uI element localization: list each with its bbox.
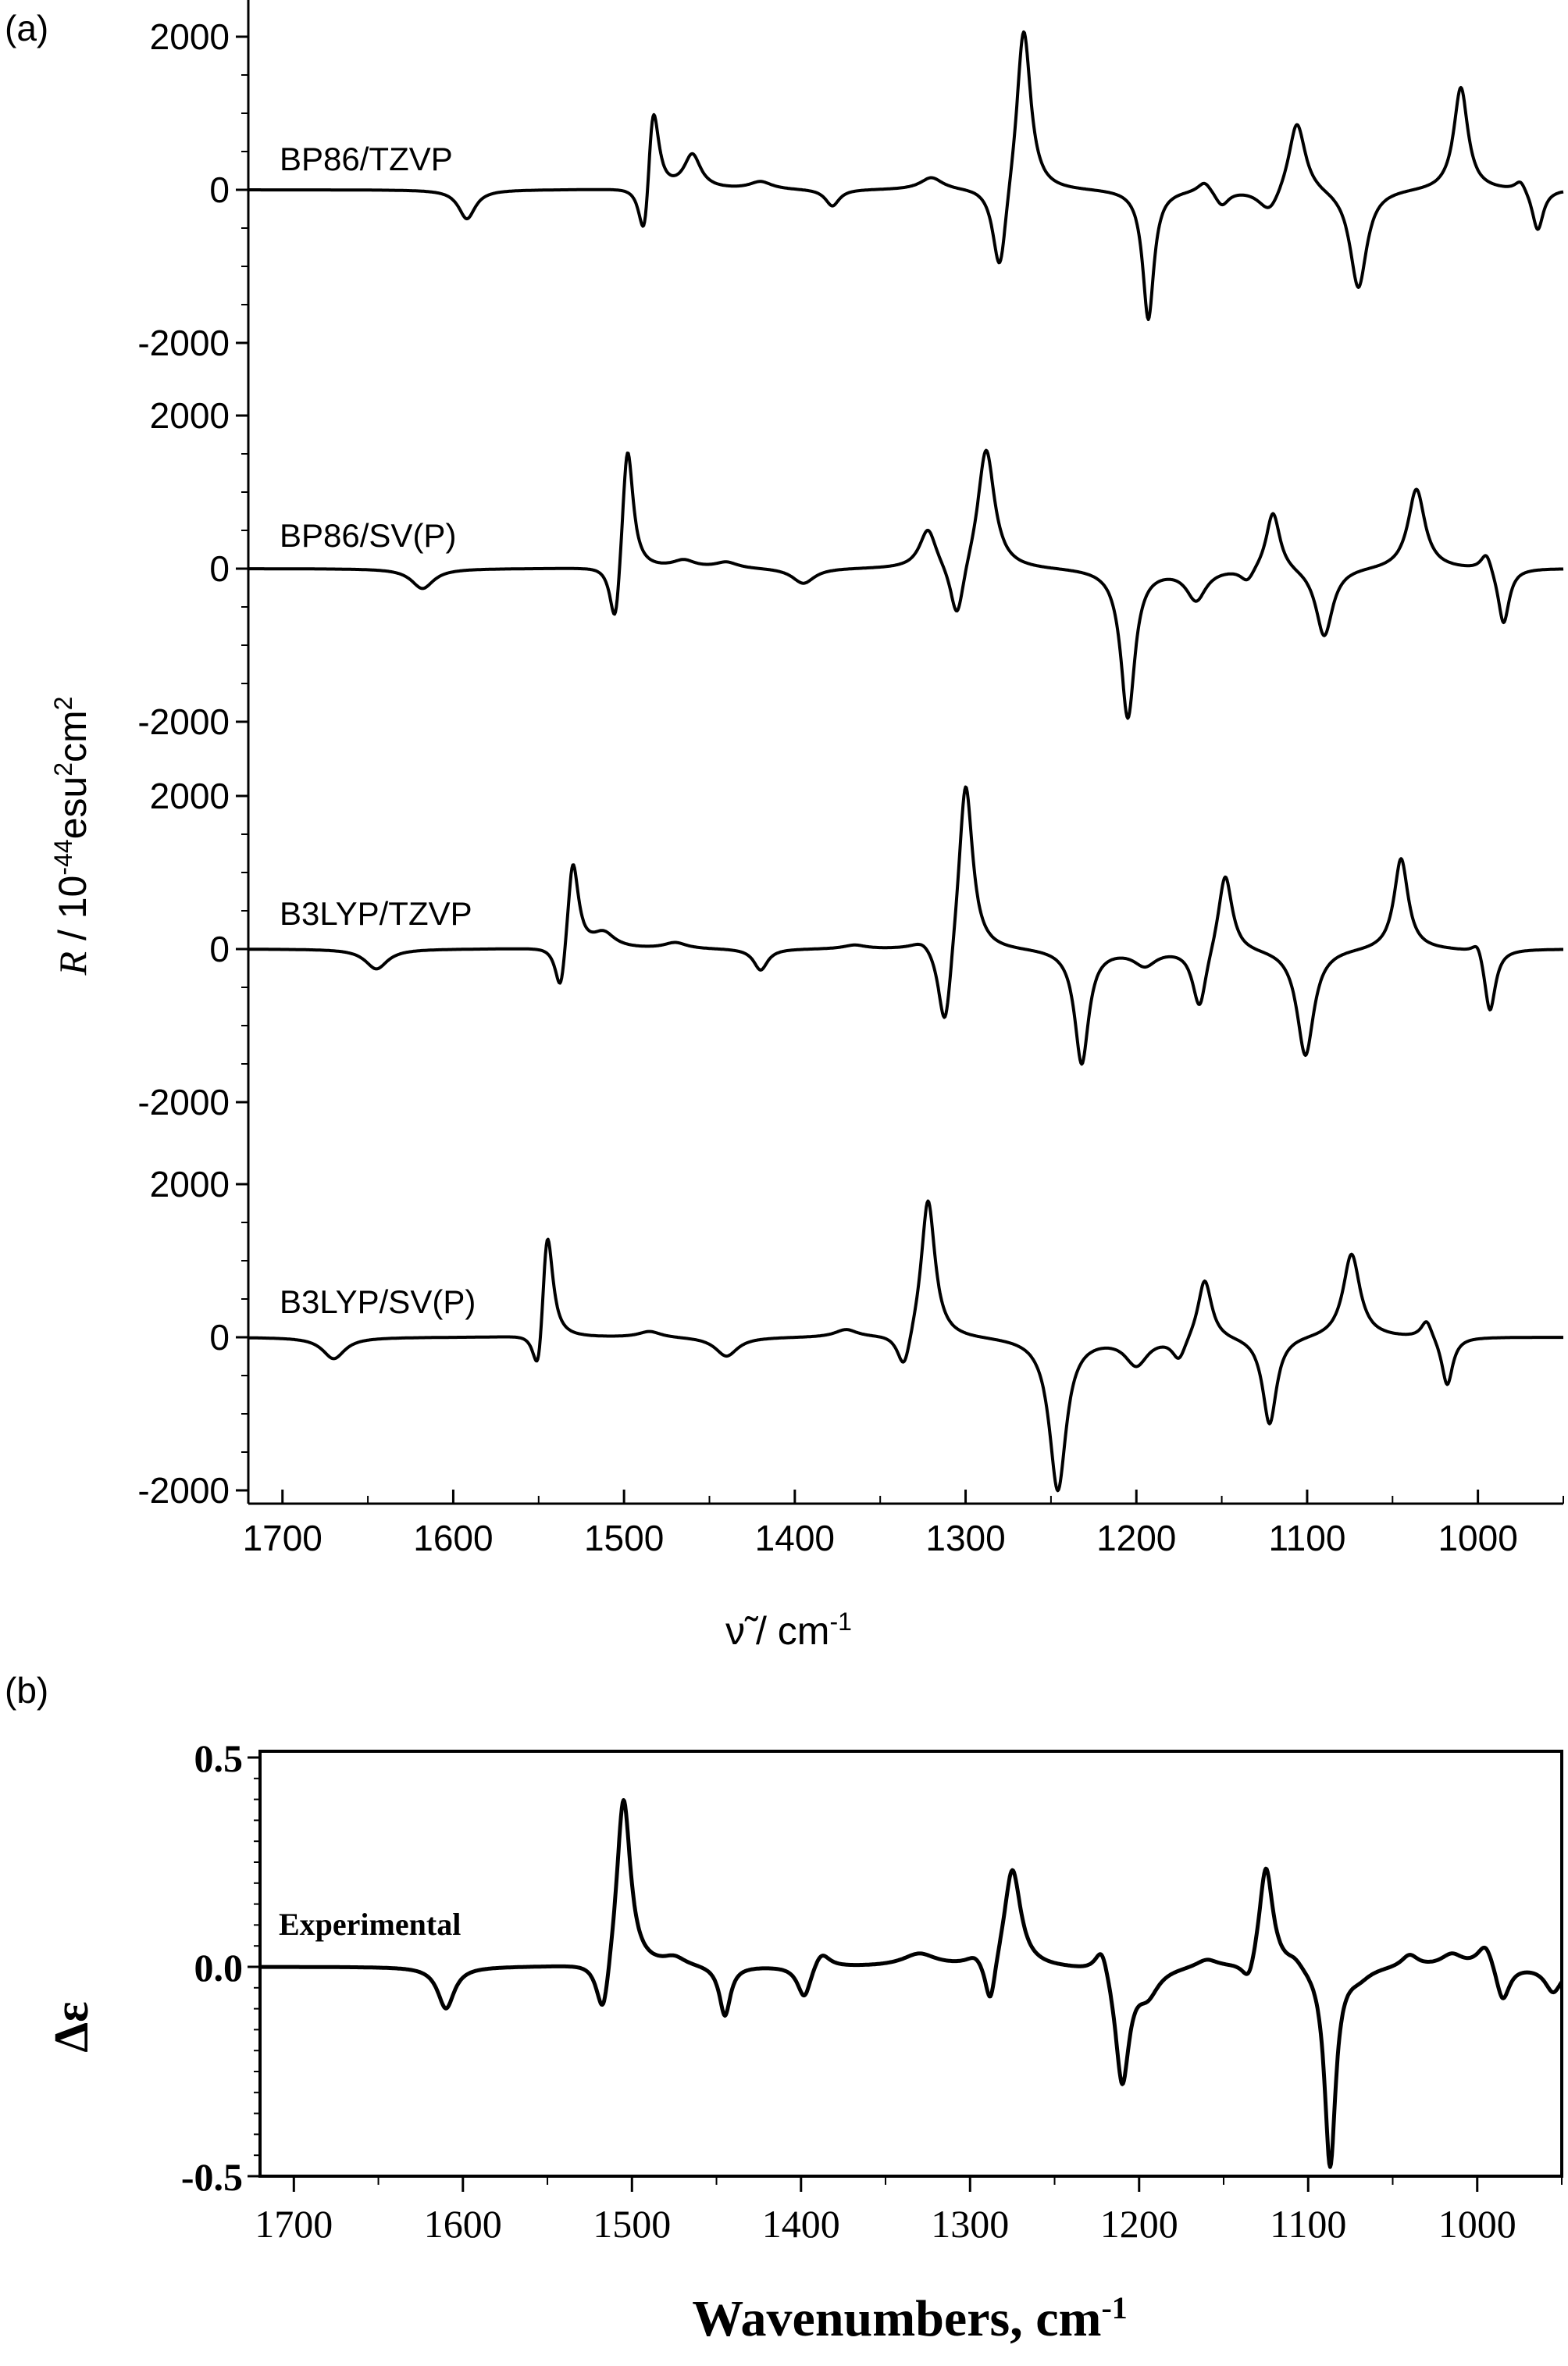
panel-a-x-tick-label: 1700	[243, 1518, 323, 1558]
panel-a-y-tick-label: -2000	[137, 323, 230, 363]
panel-b-x-tick-label: 1000	[1438, 2202, 1516, 2246]
panel-b-x-tick-label: 1200	[1100, 2202, 1178, 2246]
panel-a-series-label: B3LYP/SV(P)	[280, 1283, 476, 1320]
panel-a-y-tick-label: -2000	[137, 701, 230, 742]
panel-b-y-axis-label: Δε	[45, 2001, 98, 2052]
panel-a-chart: 1700 1600 1500 1400 1300 1200 1100 1000 2000 0 -20…	[137, 0, 1564, 1558]
panel-b-x-tick-label: 1300	[931, 2202, 1009, 2246]
panel-a-y-tick-label: -2000	[137, 1082, 230, 1122]
panel-b-frame	[258, 1750, 1563, 2178]
panel-b-x-tick-label: 1700	[255, 2202, 333, 2246]
panel-a-y-tick-label: 0	[209, 170, 230, 210]
panel-a-y-tick-label: 0	[209, 929, 230, 969]
panel-a-y-tick-label: 2000	[150, 776, 230, 816]
panel-a-x-tick-label: 1300	[925, 1518, 1005, 1558]
panel-a-x-tick-label: 1000	[1438, 1518, 1517, 1558]
panel-a-y-tick-label: 2000	[150, 1164, 230, 1204]
panel-a-series-label: BP86/SV(P)	[280, 517, 456, 554]
panel-a-y-tick-label: -2000	[137, 1470, 230, 1511]
panel-a-y-tick-label: 2000	[150, 395, 230, 436]
panel-a-series-line	[248, 785, 1564, 1066]
panel-b-series-line	[258, 1798, 1564, 2169]
panel-b-series-label: Experimental	[279, 1907, 461, 1942]
panel-a-y-tick-label: 0	[209, 1317, 230, 1358]
panel-a-x-tick-label: 1500	[584, 1518, 664, 1558]
panel-b-x-axis-label: Wavenumbers, cm-1	[692, 2290, 1128, 2348]
panel-b-y-tick-label: 0.5	[194, 1736, 244, 1780]
panel-a-label: (a)	[5, 8, 48, 48]
panel-b-x-tick-label: 1500	[593, 2202, 671, 2246]
panel-a-series-line	[248, 448, 1564, 720]
panel-a-series-label: B3LYP/TZVP	[280, 895, 472, 932]
panel-b-label: (b)	[5, 1670, 48, 1711]
panel-a-y-tick-label: 2000	[150, 16, 230, 57]
panel-a-x-tick-label: 1600	[413, 1518, 493, 1558]
panel-a-x-axis-label: ν̃ / cm-1	[725, 1608, 852, 1653]
panel-a-series-line	[248, 30, 1564, 321]
panel-b-chart: 1700 1600 1500 1400 1300 1200 1100 1000 0.5 0.0 -0…	[181, 1736, 1564, 2246]
panel-b-y-tick-label: -0.5	[181, 2155, 243, 2199]
panel-a-x-tick-label: 1400	[755, 1518, 835, 1558]
panel-a-y-axis-label: R / 10-44esu2cm2	[49, 697, 94, 976]
panel-b-x-tick-label: 1400	[762, 2202, 840, 2246]
panel-b-x-tick-label: 1100	[1270, 2202, 1346, 2246]
panel-a-x-tick-label: 1100	[1268, 1518, 1345, 1558]
panel-b-x-tick-label: 1600	[424, 2202, 502, 2246]
panel-a-y-tick-label: 0	[209, 548, 230, 589]
panel-a-x-tick-label: 1200	[1096, 1518, 1176, 1558]
panel-a-series-label: BP86/TZVP	[280, 141, 453, 177]
panel-b-y-tick-label: 0.0	[194, 1946, 244, 1990]
panel-a-series-line	[248, 1199, 1564, 1493]
